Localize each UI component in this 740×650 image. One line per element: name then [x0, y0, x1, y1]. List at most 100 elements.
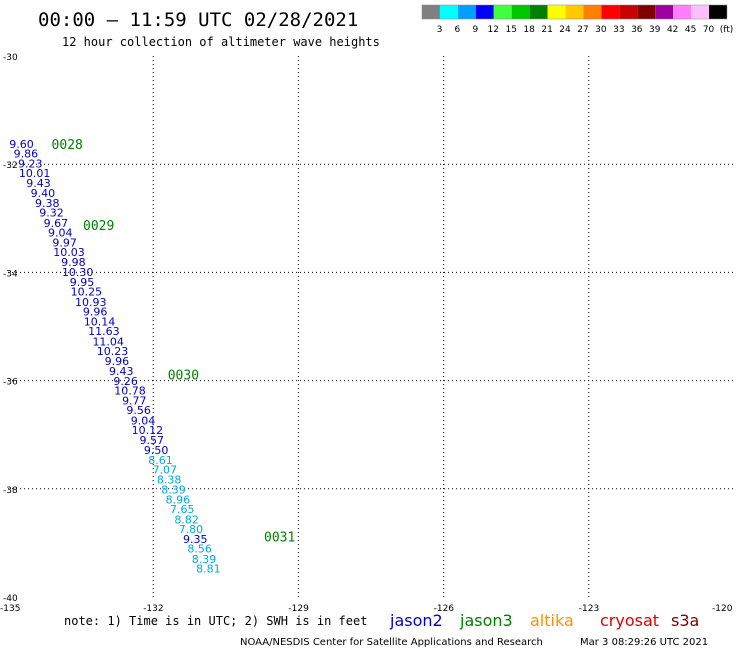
wave-height-value: 9.96 — [105, 355, 130, 368]
colorbar-label: 9 — [472, 25, 478, 35]
colorbar-label: 45 — [685, 25, 696, 35]
wave-height-value: 9.04 — [48, 227, 73, 240]
grid — [8, 56, 734, 597]
x-tick-label: -120 — [712, 604, 733, 614]
wave-height-value: 11.63 — [88, 325, 120, 338]
colorbar-swatch — [475, 5, 494, 19]
wave-height-value: 9.97 — [52, 236, 77, 249]
x-tick-label: -123 — [579, 604, 599, 614]
wave-height-value: 9.98 — [61, 256, 86, 269]
colorbar-swatch — [655, 5, 674, 19]
time-label: 0031 — [264, 530, 295, 545]
colorbar-label: (ft) — [720, 25, 734, 35]
wave-height-value: 8.56 — [187, 543, 212, 556]
y-tick-label: -32 — [3, 161, 18, 171]
wave-height-value: 10.01 — [19, 167, 51, 180]
legend-entry-altika: altika — [530, 611, 574, 630]
time-label: 0030 — [168, 369, 199, 384]
wave-height-value: 7.80 — [179, 523, 204, 536]
y-tick-label: -30 — [3, 53, 18, 63]
y-axis-ticks: -30 -32 -34 -36 -38 -40 — [3, 53, 18, 604]
satellite-legend: jason2 jason3 altika cryosat s3a — [389, 611, 699, 630]
colorbar-swatch — [422, 5, 440, 19]
colorbar-swatch — [673, 5, 692, 19]
wave-height-value: 8.82 — [174, 513, 199, 526]
wave-height-value: 8.61 — [148, 454, 173, 467]
wave-height-value: 9.77 — [122, 394, 147, 407]
x-tick-label: -132 — [143, 604, 163, 614]
wave-height-value: 8.39 — [161, 484, 186, 497]
wave-height-value: 9.40 — [31, 187, 56, 200]
colorbar-label: 30 — [595, 25, 607, 35]
footer-note: note: 1) Time is in UTC; 2) SWH is in fe… — [64, 614, 367, 628]
colorbar-swatch — [565, 5, 584, 19]
x-tick-label: -126 — [434, 604, 455, 614]
colorbar-label: 15 — [505, 25, 516, 35]
wave-height-value: 10.30 — [62, 266, 94, 279]
time-label: 0029 — [83, 219, 114, 234]
colorbar-label: 3 — [437, 25, 443, 35]
colorbar-label: 12 — [488, 25, 499, 35]
colorbar-label: 6 — [455, 25, 461, 35]
colorbar-swatch — [511, 5, 530, 19]
colorbar-label: 42 — [667, 25, 678, 35]
wave-height-value: 9.56 — [126, 404, 151, 417]
colorbar-swatch — [637, 5, 656, 19]
colorbar-swatch — [583, 5, 602, 19]
wave-height-value: 9.26 — [113, 375, 138, 388]
wave-height-value: 10.12 — [132, 424, 164, 437]
wave-height-value: 9.23 — [18, 157, 43, 170]
wave-height-value: 10.03 — [53, 246, 85, 259]
colorbar-label: 36 — [631, 25, 643, 35]
colorbar-label: 27 — [577, 25, 588, 35]
legend-entry-cryosat: cryosat — [600, 611, 659, 630]
wave-height-value: 8.38 — [157, 473, 182, 486]
colorbar-swatch — [619, 5, 638, 19]
chart-subtitle: 12 hour collection of altimeter wave hei… — [62, 35, 380, 49]
wave-height-value: 9.50 — [144, 444, 169, 457]
wave-height-value: 10.25 — [71, 286, 103, 299]
colorbar-label: 18 — [523, 25, 535, 35]
legend-entry-jason2: jason2 — [389, 611, 443, 630]
colorbar-label: 39 — [649, 25, 661, 35]
wave-height-value: 9.35 — [183, 533, 208, 546]
time-label: 0028 — [52, 138, 83, 153]
colorbar-swatch — [601, 5, 620, 19]
wave-height-value: 7.65 — [170, 503, 195, 516]
wave-height-value: 10.93 — [75, 296, 107, 309]
wave-height-value: 9.86 — [14, 148, 39, 161]
colorbar-swatch — [457, 5, 476, 19]
y-tick-label: -36 — [3, 378, 18, 388]
colorbar-label: 24 — [559, 25, 571, 35]
legend-entry-jason3: jason3 — [459, 611, 513, 630]
x-tick-label: -129 — [288, 604, 309, 614]
wave-height-value: 9.95 — [70, 276, 95, 289]
wave-height-value: 8.39 — [192, 553, 217, 566]
wave-height-value: 8.81 — [196, 563, 221, 576]
wave-height-value: 9.96 — [83, 306, 108, 319]
wave-height-value: 9.60 — [9, 138, 34, 151]
wave-height-value: 7.07 — [153, 464, 178, 477]
colorbar-label: 21 — [541, 25, 552, 35]
wave-height-value: 9.38 — [35, 197, 60, 210]
wave-height-value: 9.43 — [109, 365, 134, 378]
wave-height-value: 10.23 — [97, 345, 129, 358]
wave-height-value: 11.04 — [92, 335, 124, 348]
wave-height-value: 10.14 — [84, 315, 116, 328]
time-labels: 0028 0029 0030 0031 — [52, 138, 296, 545]
colorbar-swatch — [529, 5, 548, 19]
color-scale-bar: 3 6 9 12 15 18 21 24 27 30 33 36 39 42 45 70 (ft) — [421, 4, 734, 35]
legend-entry-s3a: s3a — [671, 611, 699, 630]
x-axis-ticks: -135 -132 -129 -126 -123 -120 — [0, 604, 733, 614]
colorbar-label: 70 — [703, 25, 715, 35]
colorbar-label: 33 — [613, 25, 624, 35]
x-tick-label: -135 — [0, 604, 20, 614]
footer-credit: NOAA/NESDIS Center for Satellite Applica… — [240, 637, 543, 648]
colorbar-swatch — [709, 5, 727, 19]
wave-height-value: 9.67 — [44, 217, 69, 230]
wave-height-value: 8.96 — [166, 493, 191, 506]
wave-height-value: 10.78 — [114, 385, 146, 398]
wave-height-value: 9.04 — [131, 414, 156, 427]
wave-height-value: 9.43 — [26, 177, 51, 190]
footer-timestamp: Mar 3 08:29:26 UTC 2021 — [580, 637, 708, 648]
